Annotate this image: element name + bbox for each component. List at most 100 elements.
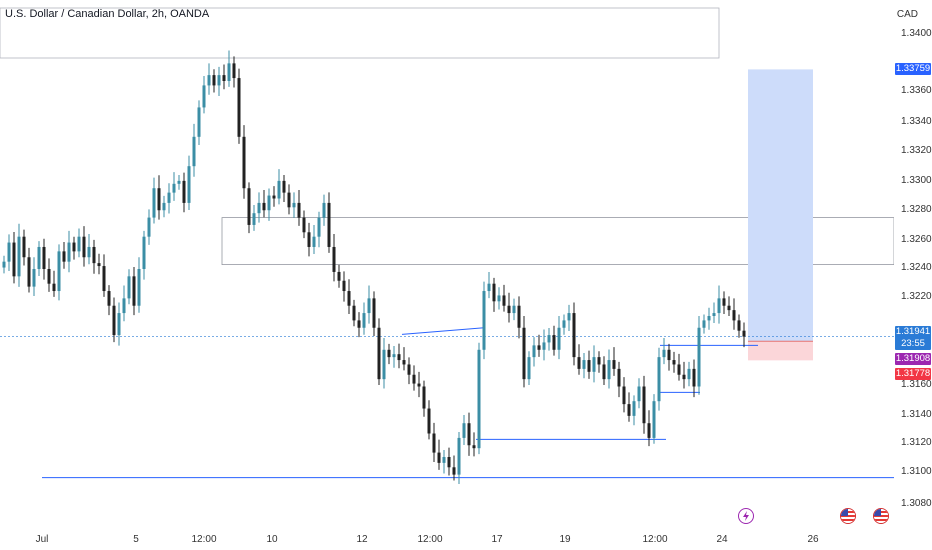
candle-body [257, 202, 261, 214]
candle-body [112, 305, 116, 336]
time-axis-label: 12:00 [642, 534, 668, 545]
profit-zone [748, 69, 813, 342]
candle-body [427, 408, 431, 434]
candle-body [597, 357, 601, 365]
price-axis-label: 1.32200 [901, 291, 932, 302]
candle-body [632, 401, 636, 416]
candle-body [407, 364, 411, 375]
candle-body [322, 202, 326, 218]
candle-body [567, 313, 571, 321]
candle-body [187, 166, 191, 203]
candle-body [547, 335, 551, 343]
candle-body [292, 202, 296, 208]
candle-body [727, 305, 731, 311]
candle-body [42, 246, 46, 269]
candle-body [722, 298, 726, 306]
entry-price-tag: 1.31908 [895, 353, 931, 365]
candle-body [27, 257, 31, 287]
candle-body [387, 349, 391, 358]
us-flag-icon[interactable] [840, 508, 856, 524]
candle-body [652, 401, 656, 438]
current-price-value: 1.31941 [895, 326, 931, 337]
candle-body [692, 368, 696, 387]
candle-body [247, 188, 251, 225]
legend-box [0, 7, 720, 59]
time-axis-label: 12:00 [191, 534, 217, 545]
candle-body [62, 251, 66, 262]
candle-body [77, 236, 81, 252]
candle-body [167, 192, 171, 203]
candle-body [37, 246, 41, 269]
resistance-zone [221, 217, 894, 265]
candle-body [262, 202, 266, 211]
candle-body [202, 85, 206, 108]
stop-loss-value: 1.31778 [895, 368, 931, 379]
currency-label[interactable]: CAD [896, 9, 918, 20]
loss-zone [748, 341, 813, 361]
candle-body [327, 202, 331, 247]
candle-body [282, 180, 286, 193]
time-axis-label: 12:00 [417, 534, 443, 545]
candle-body [622, 386, 626, 405]
candle-body [662, 349, 666, 358]
price-chart[interactable] [0, 0, 894, 550]
time-axis-label: 26 [807, 534, 819, 545]
candle-body [207, 75, 211, 86]
candle-body [717, 298, 721, 314]
price-axis-label: 1.32400 [901, 262, 932, 273]
candle-body [452, 467, 456, 475]
candle-body [232, 63, 236, 79]
current-price-tag: 1.31941 23:55 [895, 326, 931, 350]
candle-body [637, 386, 641, 402]
candle-body [297, 202, 301, 218]
candle-body [22, 236, 26, 258]
candle-body [47, 269, 51, 284]
price-axis-label: 1.33200 [901, 145, 932, 156]
candle-body [607, 360, 611, 380]
price-axis-label: 1.31400 [901, 409, 932, 420]
candle-body [312, 236, 316, 247]
candle-body [542, 342, 546, 350]
candle-body [272, 195, 276, 199]
candle-body [462, 423, 466, 438]
price-axis-label: 1.33000 [901, 175, 932, 186]
candle-body [562, 320, 566, 328]
candle-body [117, 313, 121, 336]
take-profit-value: 1.33759 [895, 63, 931, 74]
candle-body [362, 313, 366, 328]
candle-body [372, 298, 376, 328]
candle-body [707, 316, 711, 321]
candle-body [82, 236, 86, 258]
candle-body [572, 313, 576, 358]
candle-body [17, 236, 21, 277]
candle-body [412, 374, 416, 384]
candle-body [482, 291, 486, 350]
candle-body [512, 305, 516, 314]
candle-body [222, 75, 226, 81]
candle-body [367, 298, 371, 314]
lightning-icon[interactable] [738, 508, 754, 524]
time-axis-label: 12 [356, 534, 368, 545]
us-flag-icon[interactable] [873, 508, 889, 524]
chart-area[interactable] [0, 0, 894, 550]
price-axis-label: 1.33400 [901, 116, 932, 127]
candle-body [97, 263, 101, 267]
candle-body [332, 246, 336, 272]
candle-body [57, 251, 61, 292]
symbol-title[interactable]: U.S. Dollar / Canadian Dollar, 2h, OANDA [5, 8, 210, 20]
candle-body [487, 283, 491, 292]
entry-price-value: 1.31908 [895, 353, 931, 364]
candle-body [357, 320, 361, 328]
candle-body [122, 298, 126, 314]
candle-body [697, 327, 701, 387]
candle-body [217, 75, 221, 86]
time-axis-label: 19 [559, 534, 571, 545]
price-axis-label: 1.31600 [901, 379, 932, 390]
candle-body [457, 437, 461, 475]
price-axis-label: 1.30800 [901, 498, 932, 509]
price-axis-label: 1.31000 [901, 466, 932, 477]
candle-body [132, 276, 136, 306]
candle-body [157, 188, 161, 211]
candle-body [72, 242, 76, 252]
candle-body [417, 383, 421, 387]
